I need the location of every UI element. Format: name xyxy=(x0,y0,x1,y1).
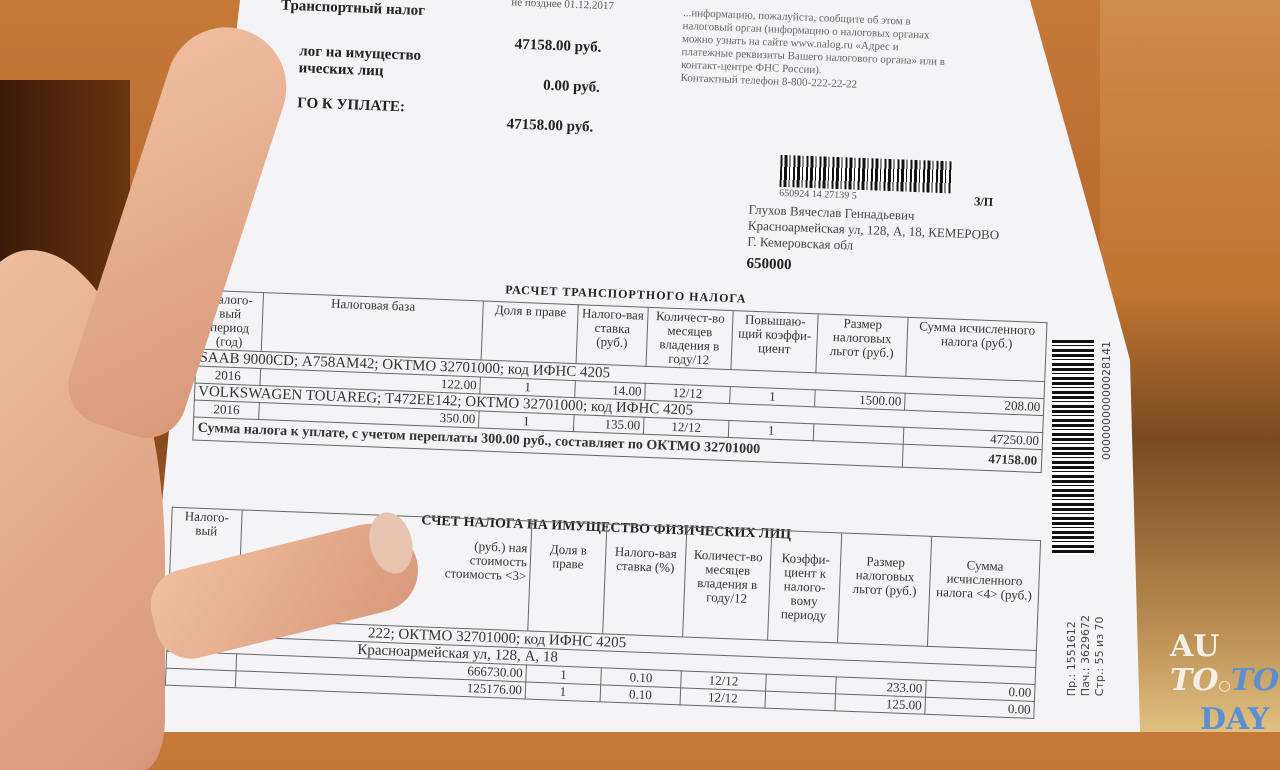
logo-dot-icon: ○ xyxy=(1218,678,1231,694)
side-barcode xyxy=(1052,340,1094,555)
postal-barcode-digits: 650924 14 27139 5 xyxy=(779,187,857,202)
print-pach: Пач.: 3629672 xyxy=(1079,615,1092,697)
column-header: Доля в праве xyxy=(481,301,579,364)
total-amount: 47158.00 руб. xyxy=(506,116,594,136)
logo-line-2b: TO xyxy=(1230,663,1280,698)
notice-text: ...информацию, пожалуйста, сообщите об э… xyxy=(680,7,946,95)
print-page: Стр.: 55 из 70 xyxy=(1093,616,1106,697)
logo-line-2a: TO xyxy=(1170,663,1219,698)
delivery-mark: З/П xyxy=(973,194,994,210)
cell: 0.00 xyxy=(924,697,1035,719)
column-header: Налого-вая ставка (руб.) xyxy=(576,304,649,367)
logo-line-3: DAY xyxy=(1200,702,1270,737)
column-header: Количест-во месяцев владения в году/12 xyxy=(682,527,772,641)
cell: 1 xyxy=(525,681,601,702)
column-header: Доля в праве xyxy=(527,521,607,634)
cell: 12/12 xyxy=(680,687,766,709)
column-header: Коэффи-циент к налого-вому периоду xyxy=(767,530,842,643)
transport-tax-label: Транспортный налог xyxy=(280,0,426,20)
recipient-address-2: Г. Кемеровская обл xyxy=(747,233,854,253)
column-header: Размер налоговых льгот (руб.) xyxy=(837,532,932,647)
column-header: (руб.) ная стоимость стоимость <3> xyxy=(444,538,528,584)
cell xyxy=(165,668,236,688)
cell: 0.10 xyxy=(600,684,681,705)
column-header: Налоговая база xyxy=(261,292,484,360)
column-header: Налого-вая ставка (%) xyxy=(602,523,687,637)
print-pr: Пр.: 1551612 xyxy=(1065,621,1078,697)
cell xyxy=(764,691,836,711)
column-header: Повышаю-щий коэффи-циент xyxy=(730,310,819,373)
total-label: ГО К УПЛАТЕ: xyxy=(297,95,406,116)
print-info: Пр.: 1551612 Пач.: 3629672 Стр.: 55 из 7… xyxy=(1065,615,1107,696)
postal-barcode xyxy=(779,154,953,194)
deadline: не позднее 01.12.2017 xyxy=(511,0,615,13)
column-header: Размер налоговых льгот (руб.) xyxy=(815,313,909,377)
column-header: Количест-во месяцев владения в году/12 xyxy=(645,307,734,370)
postcode: 650000 xyxy=(746,255,792,274)
column-header: Сумма исчисленного налога (руб.) xyxy=(905,317,1047,382)
transport-tax-table: Налого-вый период (год) Налоговая база Д… xyxy=(192,290,1047,474)
cell: 125.00 xyxy=(834,693,926,715)
side-barcode-digits: 00000000000028141 xyxy=(1100,341,1113,460)
property-tax-amount: 0.00 руб. xyxy=(542,77,601,96)
autotoday-watermark-logo: AU TO○TO DAY xyxy=(1170,630,1279,737)
property-tax-label-2: ических лиц xyxy=(298,60,384,80)
transport-tax-amount: 47158.00 руб. xyxy=(514,36,602,56)
column-header: Сумма исчисленного налога <4> (руб.) xyxy=(927,536,1041,651)
logo-line-1: AU xyxy=(1170,629,1220,664)
total-row-value: 47158.00 xyxy=(902,444,1043,473)
